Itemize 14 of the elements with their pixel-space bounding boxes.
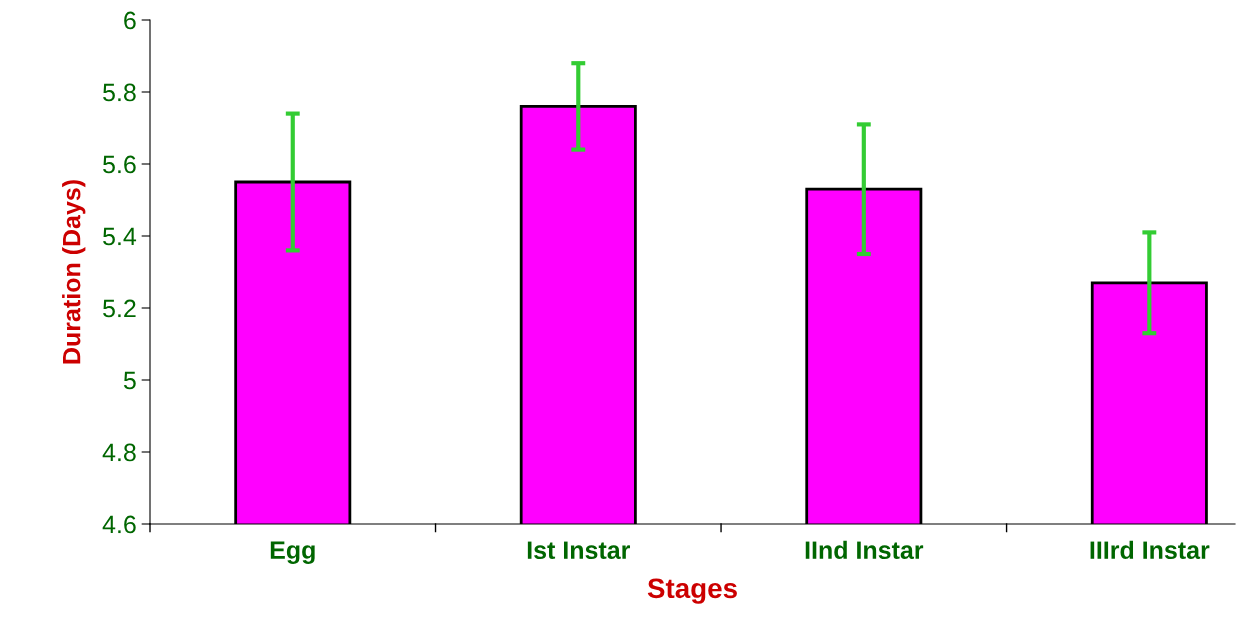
y-tick-label: 5.4 (103, 227, 137, 246)
y-axis-title: Duration (Days) (62, 180, 86, 364)
y-tick-label: 4.6 (102, 515, 136, 534)
y-tick-label: 4.8 (102, 443, 136, 462)
x-tick-label: IIIrd Instar (1090, 540, 1210, 560)
x-tick-label: Egg (270, 541, 315, 564)
y-tick-label: 5.8 (103, 83, 136, 102)
y-tick-label: 6 (124, 11, 136, 30)
x-axis-title: Stages (647, 578, 737, 604)
y-tick-label: 5.6 (103, 155, 136, 174)
y-tick-label: 5.2 (103, 299, 136, 318)
x-tick-label: Ist Instar (527, 541, 631, 560)
y-tick-label: 5 (123, 371, 136, 390)
x-tick-label: IInd Instar (805, 540, 924, 560)
